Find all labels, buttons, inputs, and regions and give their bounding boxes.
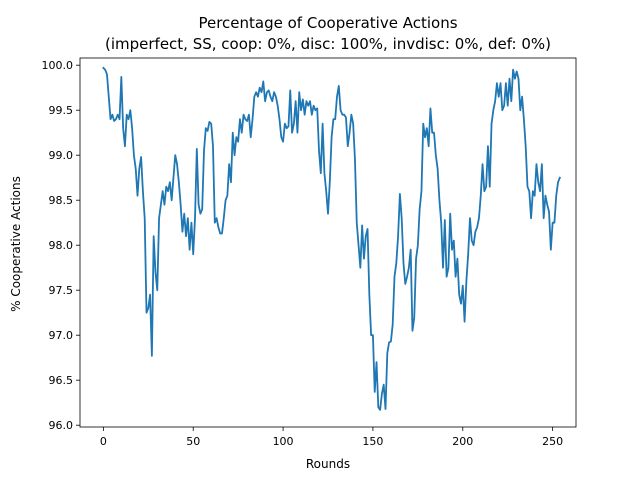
- chart-title: Percentage of Cooperative Actions: [198, 14, 457, 32]
- chart-subtitle: (imperfect, SS, coop: 0%, disc: 100%, in…: [105, 35, 551, 53]
- y-tick-label: 96.0: [49, 419, 74, 432]
- x-tick-label: 200: [452, 435, 473, 448]
- y-axis-label: % Cooperative Actions: [9, 176, 23, 312]
- x-tick-label: 150: [362, 435, 383, 448]
- y-tick-label: 97.0: [49, 329, 74, 342]
- y-axis: 96.0 96.5 97.0 97.5 98.0 98.5 99.0 99.5 100.0: [42, 59, 80, 432]
- y-tick-label: 96.5: [49, 374, 74, 387]
- y-tick-label: 99.0: [49, 149, 74, 162]
- y-tick-label: 100.0: [42, 59, 74, 72]
- x-tick-label: 250: [542, 435, 563, 448]
- plot-frame: [79, 57, 577, 428]
- x-tick-label: 50: [186, 435, 200, 448]
- y-tick-label: 97.5: [49, 284, 74, 297]
- x-tick-label: 0: [100, 435, 107, 448]
- x-tick-label: 100: [273, 435, 294, 448]
- y-tick-label: 98.5: [49, 194, 74, 207]
- series-line: [102, 66, 561, 411]
- x-axis: 0 50 100 150 200 250: [100, 427, 563, 448]
- x-axis-label: Rounds: [306, 457, 350, 471]
- y-tick-label: 98.0: [49, 239, 74, 252]
- y-tick-label: 99.5: [49, 104, 74, 117]
